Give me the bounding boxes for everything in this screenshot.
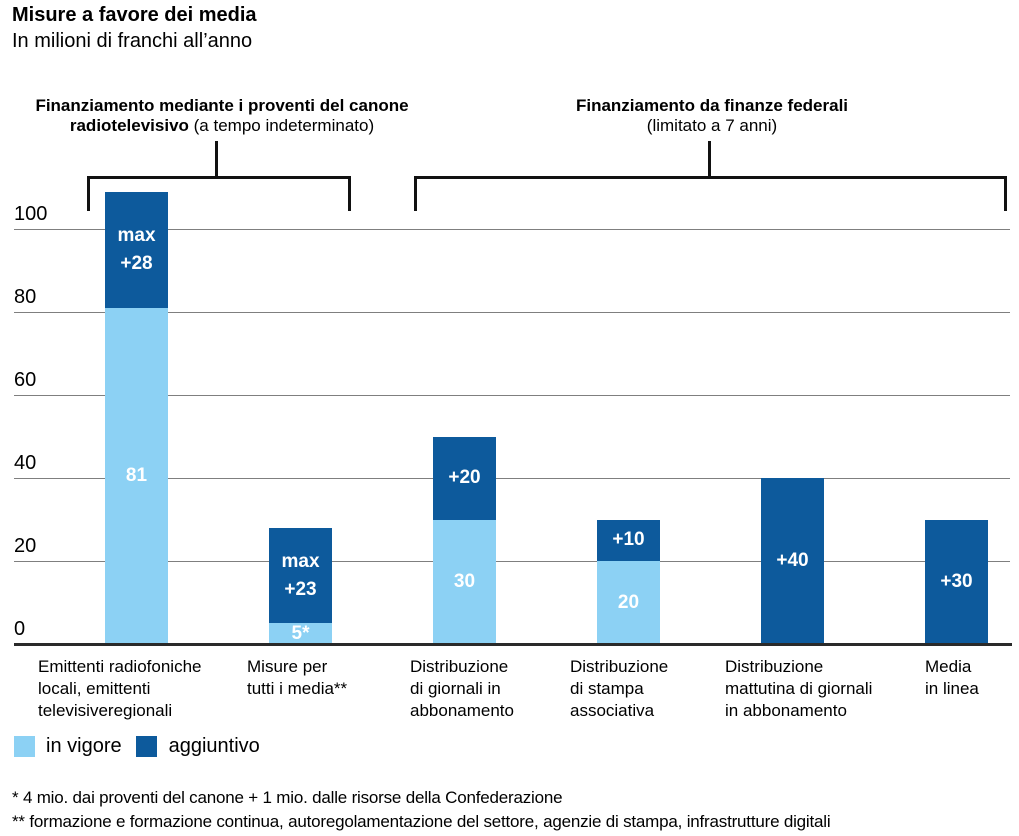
bar-value-label: max [281, 550, 320, 572]
category-label-3: Distribuzione di giornali in abbonamento [410, 657, 514, 720]
bar-value-label: 5* [291, 622, 310, 644]
bracket-federali-stem [708, 141, 711, 177]
y-tick-label-100: 100 [14, 203, 48, 225]
footnote-1: * 4 mio. dai proventi del canone + 1 mio… [12, 788, 563, 807]
category-label-4: Distribuzione di stampa associativa [570, 657, 669, 720]
gridline-20 [14, 560, 1010, 562]
gridline-40 [14, 477, 1010, 479]
bracket-federali-bar [414, 176, 1007, 179]
group-header-canone: Finanziamento mediante i proventi del ca… [12, 96, 432, 136]
bar-value-label: +10 [612, 529, 645, 551]
bar-4-segment-aggiuntivo: +10 [597, 519, 660, 561]
bar-3-segment-in-vigore: 30 [433, 519, 496, 644]
bracket-federali-tick-left [414, 176, 417, 211]
y-tick-label-60: 60 [14, 369, 37, 391]
footnote-2: ** formazione e formazione continua, aut… [12, 812, 831, 831]
x-axis-line [14, 643, 1012, 646]
category-label-5: Distribuzione mattutina di giornali in abb… [725, 657, 873, 720]
chart-legend: in vigore aggiuntivo [14, 735, 260, 758]
bracket-canone-tick-left [87, 176, 90, 211]
bar-4-segment-in-vigore: 20 [597, 561, 660, 644]
bar-value-label: +28 [120, 252, 153, 274]
y-tick-label-0: 0 [14, 618, 26, 640]
legend-swatch-in-vigore [14, 736, 35, 757]
bar-1-segment-in-vigore: 81 [105, 307, 168, 644]
y-tick-label-80: 80 [14, 286, 37, 308]
bracket-canone-tick-right [348, 176, 351, 211]
bar-value-label: 20 [617, 591, 640, 613]
bracket-canone-stem [215, 141, 218, 177]
y-tick-label-20: 20 [14, 535, 37, 557]
bar-3-segment-aggiuntivo: +20 [433, 436, 496, 520]
category-label-2: Misure per tutti i media** [247, 657, 348, 698]
gridline-80 [14, 311, 1010, 313]
bar-value-label: +40 [776, 550, 809, 571]
group-header-federali: Finanziamento da finanze federali (limit… [502, 96, 922, 136]
bracket-canone-bar [87, 176, 351, 179]
chart-subtitle: In milioni di franchi all’anno [12, 30, 253, 52]
chart-title: Misure a favore dei media [12, 4, 257, 26]
category-label-6: Media in linea [925, 657, 979, 698]
group-header-canone-line2: radiotelevisivo (a tempo indeterminato) [69, 116, 375, 135]
bar-2-segment-aggiuntivo: max +23 [269, 527, 332, 624]
bar-2-segment-in-vigore: 5* [269, 623, 332, 644]
category-label-1: Emittenti radiofoniche locali, emittenti t… [38, 657, 202, 720]
group-header-canone-line1: Finanziamento mediante i proventi del ca… [35, 96, 409, 115]
gridline-60 [14, 394, 1010, 396]
gridline-100 [14, 228, 1010, 230]
legend-label-aggiuntivo: aggiuntivo [168, 735, 260, 757]
bar-value-label: +20 [448, 467, 481, 488]
bar-value-label: +30 [940, 570, 973, 592]
bar-value-label: +23 [284, 578, 317, 600]
bar-6-segment-aggiuntivo: +30 [925, 519, 988, 644]
bar-5-segment-aggiuntivo: +40 [761, 478, 824, 644]
legend-label-in-vigore: in vigore [46, 735, 122, 757]
bracket-federali-tick-right [1004, 176, 1007, 211]
bar-value-label: 81 [125, 464, 148, 486]
bar-value-label: max [117, 224, 156, 246]
legend-swatch-aggiuntivo [135, 736, 157, 757]
group-header-federali-line2: (limitato a 7 anni) [646, 116, 778, 135]
bar-value-label: 30 [453, 570, 476, 592]
y-tick-label-40: 40 [14, 452, 37, 474]
bar-1-segment-aggiuntivo: max +28 [105, 191, 168, 308]
group-header-federali-line1: Finanziamento da finanze federali [575, 96, 849, 115]
